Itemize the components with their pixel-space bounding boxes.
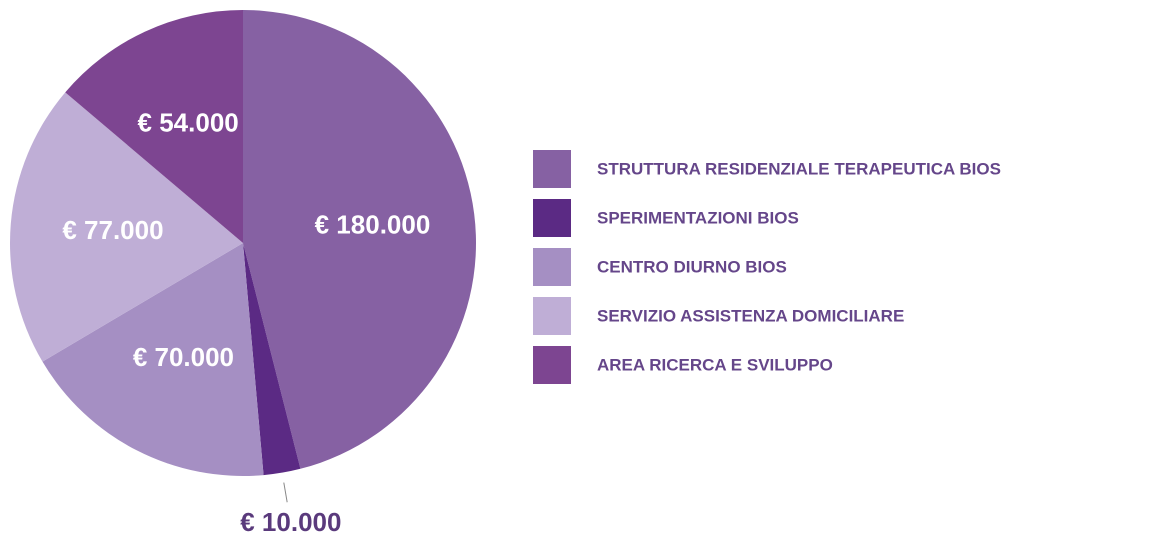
value-label: € 10.000 [240, 507, 341, 537]
legend-label: CENTRO DIURNO BIOS [597, 257, 787, 276]
legend-label: SERVIZIO ASSISTENZA DOMICILIARE [597, 306, 904, 325]
legend-label: SPERIMENTAZIONI BIOS [597, 208, 799, 227]
leader-line [283, 482, 288, 503]
legend-swatch [533, 150, 571, 188]
pie-slice [9, 92, 243, 362]
value-label: € 54.000 [138, 107, 239, 137]
value-label: € 180.000 [315, 210, 431, 240]
legend-label: AREA RICERCA E SVILUPPO [597, 355, 833, 374]
pie-slice [243, 243, 301, 476]
pie-slice [65, 10, 244, 243]
legend-swatch [533, 346, 571, 384]
legend-swatch [533, 297, 571, 335]
legend-label: STRUTTURA RESIDENZIALE TERAPEUTICA BIOS [597, 159, 1001, 178]
value-label: € 77.000 [62, 215, 163, 245]
legend-swatch [533, 199, 571, 237]
legend-swatch [533, 248, 571, 286]
value-label: € 70.000 [133, 342, 234, 372]
pie-slice [42, 243, 264, 476]
pie-slice [243, 10, 477, 469]
